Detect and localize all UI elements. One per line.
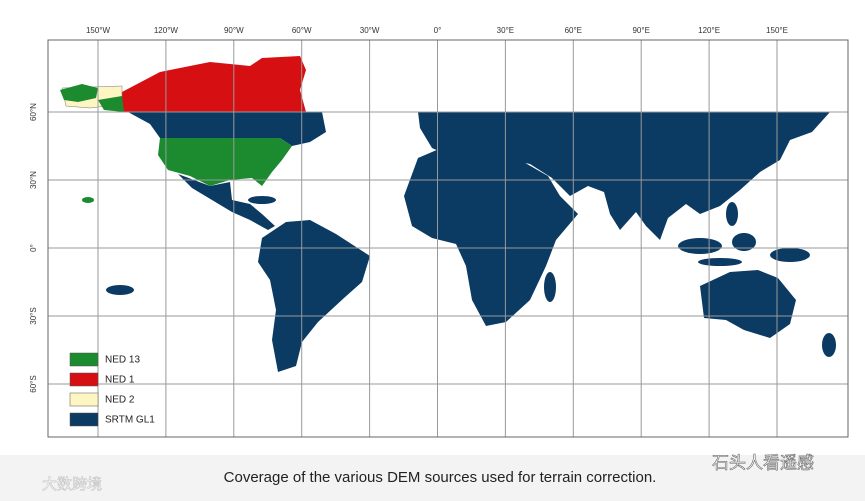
longitude-label: 120°E	[698, 26, 720, 35]
srtm-region	[404, 146, 578, 326]
watermark-left: 大数跨境	[42, 475, 102, 493]
longitude-label: 120°W	[154, 26, 179, 35]
srtm-region	[106, 285, 134, 295]
longitude-label: 90°E	[632, 26, 649, 35]
ned13-region	[158, 138, 292, 186]
srtm-region	[258, 220, 370, 372]
caption: Coverage of the various DEM sources used…	[224, 469, 657, 486]
legend-label: SRTM GL1	[105, 415, 155, 426]
srtm-region	[726, 202, 738, 226]
srtm-region	[544, 272, 556, 302]
srtm-region	[434, 113, 454, 131]
srtm-region	[128, 112, 326, 146]
longitude-label: 30°E	[497, 26, 514, 35]
map-frame	[47, 39, 849, 438]
srtm-region	[248, 196, 276, 204]
srtm-region	[770, 248, 810, 262]
legend-label: NED 13	[105, 355, 140, 366]
ned1-region	[122, 56, 306, 112]
latitude-label: 60°N	[29, 103, 38, 121]
srtm-region	[822, 333, 836, 357]
latitude-label: 30°N	[29, 171, 38, 189]
ned13-region	[60, 84, 98, 102]
longitude-label: 0°	[434, 26, 442, 35]
srtm-region	[698, 258, 742, 266]
legend-swatch	[69, 372, 99, 387]
legend: NED 13 NED 1 NED 2 SRTM GL1	[69, 352, 155, 427]
srtm-region	[178, 174, 275, 230]
srtm-region	[732, 233, 756, 251]
legend-label: NED 2	[105, 395, 135, 406]
latitude-label: 0°	[29, 244, 38, 252]
longitude-label: 60°E	[565, 26, 582, 35]
land-masses	[60, 56, 836, 372]
legend-swatch	[69, 392, 99, 407]
srtm-region	[752, 146, 762, 174]
legend-swatch	[69, 412, 99, 427]
ned13-region	[98, 96, 124, 112]
legend-label: NED 1	[105, 375, 135, 386]
longitude-label: 150°W	[86, 26, 111, 35]
latitude-label: 60°S	[29, 375, 38, 392]
longitude-label: 30°W	[360, 26, 380, 35]
srtm-region	[678, 238, 722, 254]
longitude-label: 60°W	[292, 26, 312, 35]
srtm-region	[700, 270, 796, 338]
srtm-region	[418, 112, 830, 240]
legend-swatch	[69, 352, 99, 367]
caption-bar	[0, 455, 865, 501]
latitude-label: 30°S	[29, 307, 38, 324]
longitude-label: 90°W	[224, 26, 244, 35]
ned13-region	[82, 197, 94, 203]
graticule	[48, 40, 848, 437]
longitude-label: 150°E	[766, 26, 788, 35]
watermark-right: 石头人看遥感	[712, 453, 814, 472]
